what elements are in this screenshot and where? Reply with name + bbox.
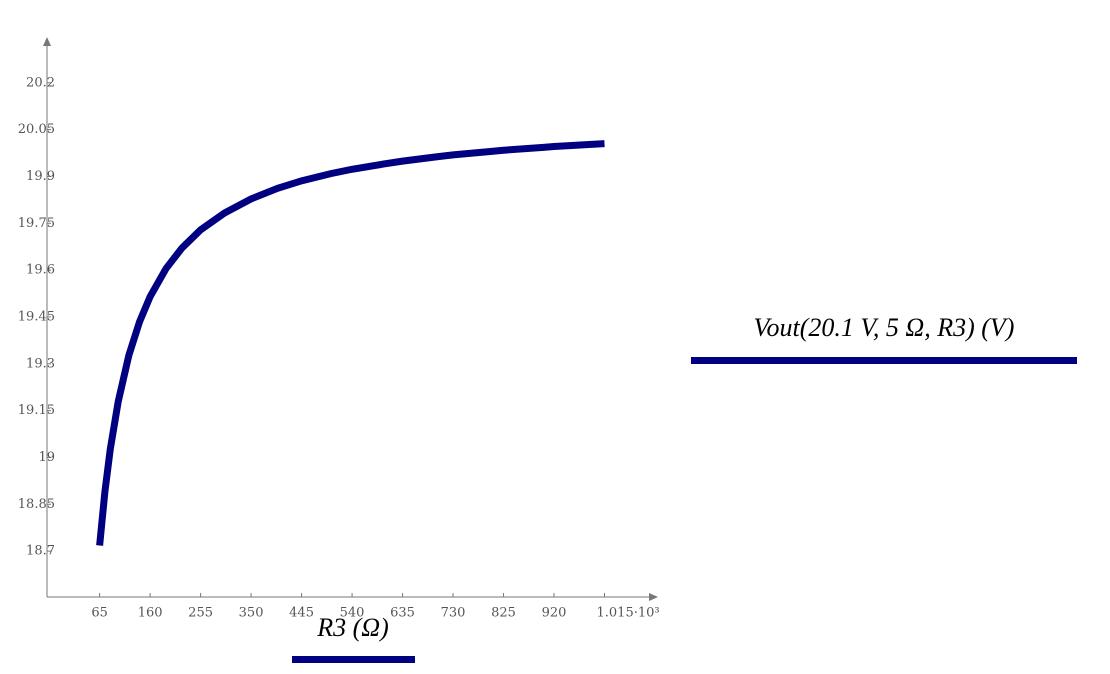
y-tick-label: 19.3	[26, 356, 55, 371]
x-tick-label: 920	[542, 606, 567, 621]
x-tick-label: 730	[441, 606, 466, 621]
y-label-underline	[691, 357, 1077, 364]
y-tick-label: 19.9	[26, 169, 55, 184]
y-tick-label: 19.6	[26, 263, 55, 278]
x-label-underline	[292, 656, 415, 663]
y-tick-label: 19.75	[18, 216, 55, 231]
y-tick-label: 20.2	[26, 75, 55, 90]
series-line	[96, 140, 605, 546]
x-tick-label: 540	[340, 606, 365, 621]
y-axis-label: Vout(20.1 V, 5 Ω, R3) (V)	[754, 313, 1015, 342]
x-axis-arrow	[649, 593, 658, 601]
y-tick-label: 18.7	[26, 544, 55, 559]
x-tick-label: 445	[289, 606, 314, 621]
y-axis-arrow	[43, 37, 51, 46]
x-tick-label: 65	[91, 606, 108, 621]
x-tick-label: 160	[138, 606, 163, 621]
y-tick-label: 19.45	[18, 309, 55, 324]
x-tick-label: 1.015·10³	[597, 606, 660, 621]
x-tick-label: 350	[239, 606, 264, 621]
x-tick-label: 635	[390, 606, 415, 621]
y-tick-label: 20.05	[18, 122, 55, 137]
x-axis-label: R3 (Ω)	[316, 613, 389, 642]
y-tick-label: 19	[38, 450, 55, 465]
y-tick-label: 19.15	[18, 403, 55, 418]
y-tick-label: 18.85	[18, 497, 55, 512]
x-tick-label: 255	[188, 606, 213, 621]
x-tick-label: 825	[491, 606, 516, 621]
